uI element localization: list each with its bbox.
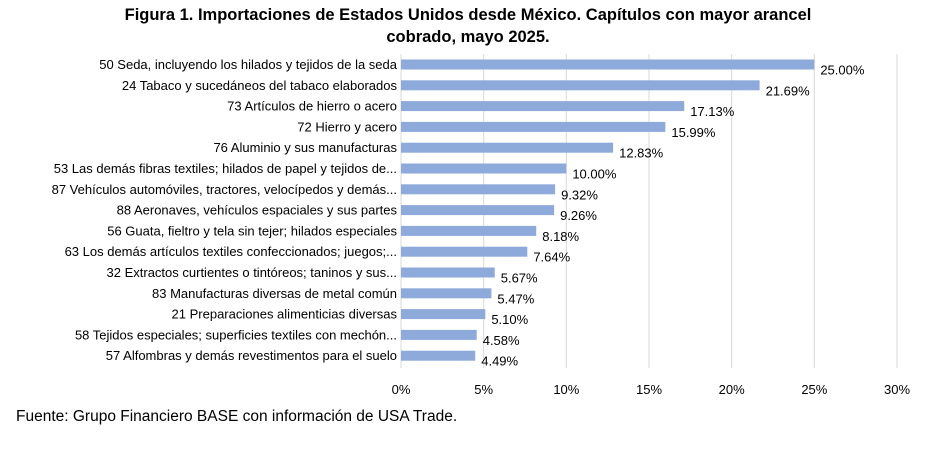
bar [401,59,815,70]
x-axis-tick-labels: 0% 5% 10% 15% 20% 25% 30% [392,382,911,397]
category-label: 63 Los demás artículos textiles confecci… [65,244,397,259]
x-tick-label: 10% [553,382,579,397]
bar [401,350,476,361]
data-label: 15.99% [671,125,716,140]
category-label: 58 Tejidos especiales; superficies texti… [75,327,397,342]
data-label: 25.00% [820,63,865,78]
data-label: 5.10% [491,312,528,327]
bar [401,225,537,236]
data-label: 21.69% [766,83,811,98]
category-label: 87 Vehículos automóviles, tractores, vel… [52,182,397,197]
category-label: 56 Guata, fieltro y tela sin tejer; hila… [107,223,397,238]
category-label: 72 Hierro y acero [297,119,397,134]
x-tick-label: 20% [719,382,745,397]
bar [401,80,760,91]
chart-title: Figura 1. Importaciones de Estados Unido… [0,4,936,48]
category-label: 53 Las demás fibras textiles; hilados de… [54,161,397,176]
data-label: 5.67% [501,271,538,286]
category-label: 24 Tabaco y sucedáneos del tabaco elabor… [122,78,398,93]
chart-title-line-1: Figura 1. Importaciones de Estados Unido… [124,6,812,24]
bar [401,288,492,299]
data-label: 5.47% [497,291,534,306]
category-label: 57 Alfombras y demás revestimentos para … [106,348,397,363]
category-label: 21 Preparaciones alimenticias diversas [172,307,398,322]
x-tick-label: 0% [392,382,411,397]
value-labels: 25.00% 21.69% 17.13% 15.99% 12.83%10.00% 9.32… [481,63,865,369]
bar-chart: 50 Seda, incluyendo los hilados y tejido… [52,54,911,397]
chart-title-line-2: cobrado, mayo 2025. [386,28,550,46]
category-label: 50 Seda, incluyendo los hilados y tejido… [99,57,398,72]
bars [401,59,815,361]
bar [401,101,685,112]
x-tick-label: 25% [801,382,827,397]
data-label: 9.32% [561,187,598,202]
bar [401,329,477,340]
source-note: Fuente: Grupo Financiero BASE con inform… [16,408,458,425]
category-labels: 50 Seda, incluyendo los hilados y tejido… [52,57,398,363]
x-tick-label: 15% [636,382,662,397]
data-label: 12.83% [619,146,664,161]
x-tick-label: 5% [474,382,493,397]
data-label: 4.49% [481,354,518,369]
bar [401,184,556,195]
data-label: 4.58% [483,333,520,348]
bar [401,121,666,132]
bar [401,142,614,153]
data-label: 10.00% [572,167,617,182]
category-label: 32 Extractos curtientes o tintóreos; tan… [107,265,397,280]
category-label: 83 Manufacturas diversas de metal común [152,286,397,301]
category-label: 88 Aeronaves, vehículos espaciales y sus… [117,203,398,218]
data-label: 7.64% [533,250,570,265]
category-label: 76 Aluminio y sus manufacturas [213,140,397,155]
data-label: 8.18% [542,229,579,244]
bar [401,163,567,174]
data-label: 9.26% [560,208,597,223]
data-label: 17.13% [690,104,735,119]
bar [401,246,528,257]
bar [401,205,555,216]
category-label: 73 Artículos de hierro o acero [227,99,397,114]
x-tick-label: 30% [884,382,910,397]
bar [401,267,495,278]
bar [401,309,486,320]
